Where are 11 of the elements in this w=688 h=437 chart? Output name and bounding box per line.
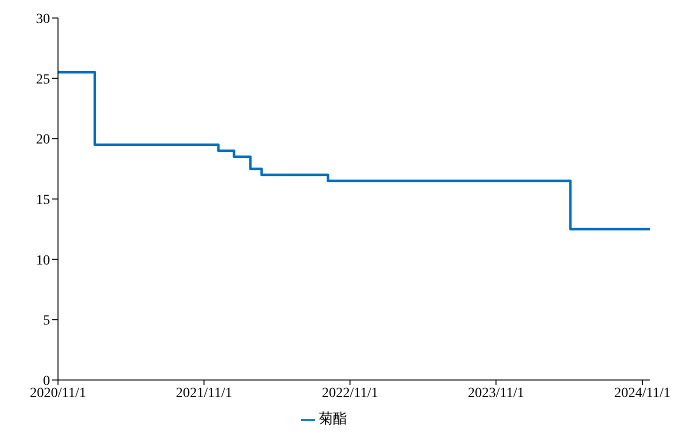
x-tick-label: 2023/11/1 xyxy=(468,386,524,401)
y-tick-label: 25 xyxy=(36,72,50,88)
y-tick-label: 15 xyxy=(36,192,50,208)
legend-label: 菊酯 xyxy=(319,412,347,427)
x-tick-label: 2021/11/1 xyxy=(176,386,232,401)
y-tick-label: 30 xyxy=(36,12,50,27)
y-tick-label: 5 xyxy=(43,314,50,329)
y-tick-label: 10 xyxy=(36,253,50,268)
y-tick-label: 20 xyxy=(36,132,50,148)
x-tick-label: 2024/11/1 xyxy=(614,386,671,401)
x-tick-label: 2022/11/1 xyxy=(322,386,378,401)
